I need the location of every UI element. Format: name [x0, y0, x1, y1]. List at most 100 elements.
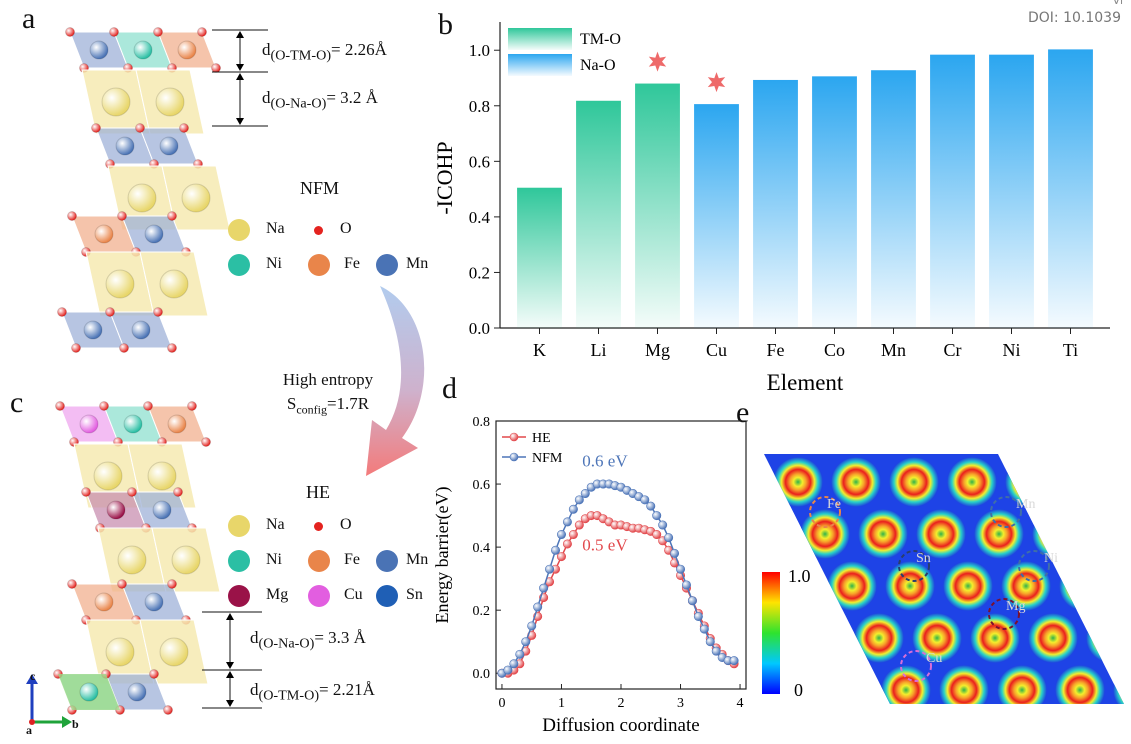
atom-mn	[115, 136, 135, 156]
atom-o	[153, 27, 163, 37]
density-blob	[1055, 665, 1105, 704]
data-point-nfm	[693, 611, 703, 621]
data-point-he	[568, 530, 578, 540]
data-point-nfm	[515, 649, 525, 659]
nfm-legend: Na O Ni Fe Mn	[228, 216, 448, 286]
atom-mn	[152, 500, 172, 520]
atom-o	[167, 211, 177, 221]
data-point-nfm	[509, 659, 519, 669]
site-circle-mg	[988, 598, 1020, 630]
atom-o	[179, 123, 189, 133]
bar-ti	[1048, 49, 1093, 329]
data-point-nfm	[687, 596, 697, 606]
data-point-nfm	[562, 517, 572, 527]
data-point-nfm	[545, 564, 555, 574]
atom-o	[57, 307, 67, 317]
legend-sn-label: Sn	[406, 586, 423, 603]
legend-o-label: O	[340, 516, 352, 533]
arrowhead	[226, 700, 234, 707]
atom-o	[187, 401, 197, 411]
legend-label-he: HE	[532, 431, 551, 446]
he-d-na-o: d(O-Na-O)= 3.3 Å	[250, 628, 366, 652]
y-tick-label: 0.2	[473, 604, 491, 619]
doi-fragment: Vi	[1112, 0, 1123, 7]
y-tick-label: 0.4	[469, 208, 491, 227]
arrowhead	[236, 31, 244, 38]
data-point-nfm	[527, 621, 537, 631]
arrowhead	[226, 613, 234, 620]
site-circle-fe	[809, 496, 841, 528]
legend-mn-label: Mn	[406, 551, 429, 568]
atom-o	[117, 211, 127, 221]
atom-o	[163, 705, 173, 715]
cu-legend-icon	[308, 585, 330, 607]
y-axis-label: -ICOHP	[432, 141, 457, 214]
x-axis-label: Element	[767, 370, 844, 395]
atom-na	[155, 87, 185, 117]
data-point-nfm	[729, 656, 739, 666]
density-blob	[943, 561, 993, 611]
site-circle-ni	[1018, 550, 1050, 582]
atom-mn	[144, 592, 164, 612]
x-tick-label: Ti	[1063, 340, 1078, 360]
atom-o	[81, 487, 91, 497]
fe-legend-icon	[308, 254, 330, 276]
data-point-he	[652, 530, 662, 540]
atom-na	[127, 183, 157, 213]
colorbar-min-label: 0	[794, 680, 803, 700]
series-line-nfm	[501, 483, 735, 674]
y-tick-label: 0.4	[473, 541, 491, 556]
data-point-nfm	[521, 637, 531, 647]
atom-na	[105, 637, 135, 667]
axis-b-label: b	[72, 717, 79, 731]
data-point-nfm	[503, 665, 513, 675]
site-label-ni: Ni	[1044, 551, 1058, 566]
density-blob	[912, 613, 962, 663]
x-tick-label: 1	[558, 696, 565, 711]
x-tick-label: 2	[618, 696, 625, 711]
x-tick-label: Mn	[881, 340, 906, 360]
site-label-mn: Mn	[1016, 497, 1035, 512]
data-point-nfm	[640, 495, 650, 505]
atom-o	[71, 343, 81, 353]
site-circle-cu	[900, 650, 932, 682]
data-point-he	[556, 552, 566, 562]
legend-na-label: Na	[266, 516, 285, 533]
mg-legend-icon	[228, 585, 250, 607]
data-point-nfm	[533, 602, 543, 612]
colorbar	[762, 572, 780, 694]
density-blob	[947, 457, 997, 507]
atom-mn	[89, 40, 109, 60]
bar-co	[812, 76, 857, 328]
sn-legend-icon	[376, 585, 398, 607]
he-structure-svg	[53, 401, 262, 715]
atom-mn	[83, 320, 103, 340]
x-tick-label: 3	[677, 696, 684, 711]
legend-fe-label: Fe	[344, 551, 360, 568]
density-blob	[1059, 561, 1109, 611]
data-point-nfm	[676, 564, 686, 574]
atom-na	[171, 545, 201, 575]
y-tick-label: 0.8	[469, 97, 490, 116]
density-blob	[970, 613, 1020, 663]
data-point-nfm	[646, 501, 656, 511]
density-blob	[1090, 509, 1124, 559]
y-tick-label: 0.6	[473, 478, 491, 493]
nfm-structure-svg	[57, 27, 268, 353]
density-blob	[1001, 561, 1051, 611]
site-circle-mn	[990, 496, 1022, 528]
density-blob	[916, 509, 966, 559]
panel-letter-b: b	[438, 8, 453, 41]
density-blob	[1063, 457, 1113, 507]
y-tick-label: 0.8	[473, 415, 491, 430]
bar-mn	[871, 70, 916, 328]
atom-ni	[79, 682, 99, 702]
site-label-mg: Mg	[1006, 599, 1025, 614]
density-blob	[854, 613, 904, 663]
atom-o	[149, 669, 159, 679]
legend-marker	[509, 452, 519, 462]
x-tick-label: 0	[498, 696, 505, 711]
y-axis-label: Energy barrier(eV)	[432, 486, 453, 623]
atom-na	[117, 545, 147, 575]
data-point-nfm	[658, 520, 668, 530]
